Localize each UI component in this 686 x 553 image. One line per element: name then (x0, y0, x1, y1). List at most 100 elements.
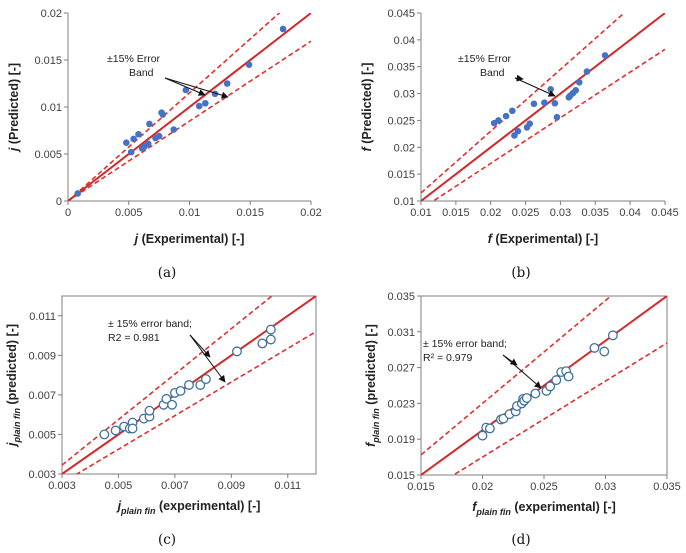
y-tick-label: 0.025 (387, 115, 415, 127)
x-tick-label: 0.02 (300, 207, 321, 219)
data-point (265, 334, 276, 345)
x-axis-title: f (Experimental) [-] (488, 232, 598, 246)
y-axis-title: jplain fin (predicted) [-] (5, 324, 22, 448)
panel-caption: (b) (511, 265, 530, 281)
x-tick-label: 0.015 (236, 207, 264, 219)
y-tick-label: 0.007 (28, 390, 56, 402)
y-tick-label: 0.003 (28, 469, 56, 481)
panel-caption: (c) (158, 532, 176, 548)
y-tick-label: 0.011 (29, 311, 56, 323)
data-point (146, 120, 153, 128)
annotation-arrow (502, 354, 542, 389)
data-point (167, 399, 178, 410)
axis-symbol: j (7, 147, 21, 153)
x-tick-label: 0.025 (530, 481, 558, 493)
y-tick-label: 0 (56, 196, 62, 208)
axis-label-text: (experimental) [-] (156, 499, 261, 513)
annotation-text: ± 15% error band; (108, 318, 192, 330)
axis-subscript: plain fin (475, 507, 511, 517)
y-tick-label: 0.03 (394, 89, 415, 101)
data-point (563, 371, 574, 382)
data-point (184, 380, 194, 390)
data-point (195, 102, 203, 110)
annotation-text: Band (480, 67, 505, 79)
annotation-arrow (164, 77, 229, 99)
chart-panel-d: 0.015 0.02 0.025 0.03 0.035 0.015 0.019 0.023 0.… (364, 291, 681, 548)
data-point (553, 113, 561, 121)
data-point (223, 80, 231, 87)
x-tick-label: 0.01 (179, 207, 200, 219)
data-point (495, 117, 502, 124)
data-point (257, 338, 268, 349)
data-point (200, 374, 211, 385)
x-tick-label: 0.015 (442, 207, 470, 219)
axis-label-text: (Experimental) [-] (138, 232, 244, 246)
data-point (530, 388, 541, 399)
panel-caption: (d) (511, 532, 530, 548)
y-tick-label: 0.031 (387, 327, 415, 339)
axis-symbol: j (133, 232, 139, 246)
data-point (245, 61, 253, 68)
y-tick-label: 0.02 (394, 142, 415, 154)
data-point (607, 330, 618, 341)
data-point (144, 405, 155, 416)
y-tick-label: 0.027 (387, 363, 415, 375)
x-tick-label: 0.007 (161, 480, 189, 492)
data-point (502, 112, 510, 120)
data-point (265, 324, 276, 335)
data-point (127, 148, 135, 156)
upper-error-band-line (62, 296, 274, 466)
data-point (110, 425, 121, 436)
data-point (201, 99, 209, 107)
parity-line (68, 13, 311, 201)
y-tick-label: 0.015 (387, 169, 415, 181)
chart-panel-b: 0.01 0.015 0.02 0.025 0.03 0.035 0.04 0.045 0.01… (360, 8, 679, 281)
data-point (144, 140, 152, 147)
axis-symbol: f (488, 232, 494, 246)
x-tick-label: 0.005 (105, 480, 133, 492)
axis-symbol: f (472, 500, 478, 514)
y-tick-label: 0.009 (28, 350, 56, 362)
axis-label-text: (experimental) [-] (511, 500, 616, 514)
data-point (130, 135, 137, 143)
data-point (159, 111, 167, 118)
parity-line (421, 296, 667, 475)
lower-error-band-line (75, 330, 316, 474)
data-point (545, 381, 556, 392)
y-axis-title: f (Predicted) [-] (360, 63, 374, 152)
x-tick-label: 0.011 (274, 480, 301, 492)
axis-subscript: plain fin (371, 408, 381, 444)
data-point (175, 385, 186, 396)
data-point (99, 429, 110, 440)
y-axis-title: j (Predicted) [-] (7, 63, 21, 153)
data-point (161, 393, 172, 404)
data-point (123, 139, 130, 147)
x-tick-label: 0.045 (651, 207, 679, 219)
data-point (526, 120, 534, 127)
y-tick-label: 0.01 (41, 102, 62, 114)
x-tick-label: 0.009 (218, 480, 246, 492)
annotation-text: R2 = 0.981 (108, 332, 160, 344)
axis-subscript: plain fin (120, 506, 156, 516)
annotation-text: Band (129, 67, 154, 79)
annotation-text: ± 15% error band; (423, 338, 507, 350)
x-tick-label: 0 (65, 207, 71, 219)
x-tick-label: 0.003 (48, 480, 76, 492)
upper-error-band-line (421, 13, 626, 194)
parity-line (421, 13, 665, 201)
axis-symbol: f (364, 441, 378, 447)
axis-label-text: (Predicted) [-] (360, 63, 374, 148)
annotation-text: ±15% Error (107, 53, 161, 65)
x-tick-label: 0.03 (550, 207, 571, 219)
lower-error-band-line (431, 48, 665, 201)
data-point (572, 87, 580, 94)
x-tick-label: 0.035 (653, 481, 681, 493)
data-point (484, 423, 495, 434)
lower-error-band-line (68, 40, 311, 201)
x-axis-title: j (Experimental) [-] (133, 232, 245, 246)
chart-panel-c: 0.003 0.005 0.007 0.009 0.011 0.003 0.005 0.007… (5, 295, 317, 548)
upper-error-band-line (68, 13, 281, 201)
annotation-text: ±15% Error (458, 53, 512, 65)
axis-label-text: (predicted) [-] (5, 324, 19, 408)
data-point (541, 99, 548, 107)
